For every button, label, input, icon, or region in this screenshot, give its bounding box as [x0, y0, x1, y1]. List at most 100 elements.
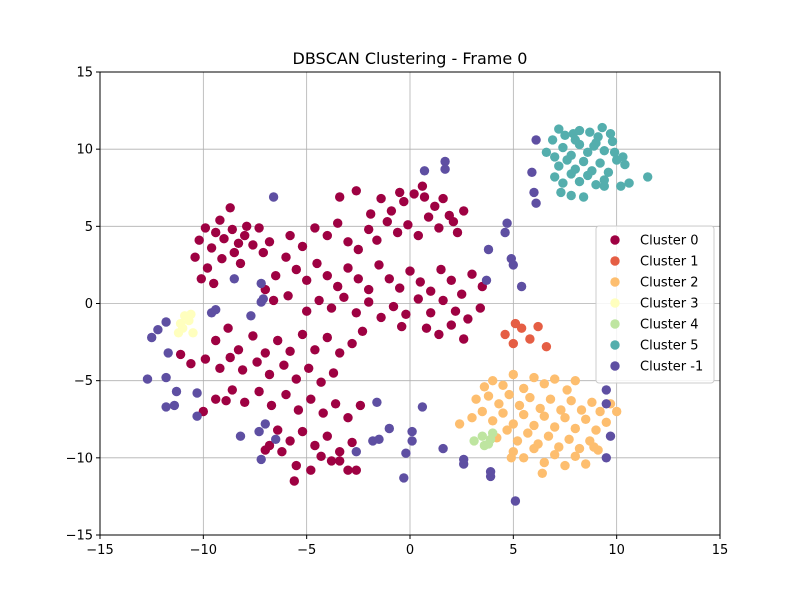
data-point	[215, 363, 225, 373]
data-point	[607, 136, 618, 147]
data-point	[297, 329, 308, 340]
data-point	[372, 235, 382, 245]
data-point	[463, 314, 473, 324]
data-point	[219, 234, 229, 244]
data-point	[502, 218, 512, 228]
legend-box	[595, 225, 715, 384]
data-point	[206, 243, 217, 253]
data-point	[229, 274, 239, 284]
legend-label: Cluster 1	[640, 255, 699, 270]
data-point	[395, 283, 405, 293]
y-axis: −15 −10 −5 0 5 10 15	[66, 66, 100, 544]
data-point	[519, 409, 529, 420]
data-point	[624, 178, 634, 188]
data-point	[426, 286, 436, 296]
data-point	[488, 416, 498, 426]
data-point	[421, 323, 432, 333]
data-point	[163, 348, 173, 358]
x-tick-label: 5	[509, 543, 517, 558]
data-point	[405, 266, 415, 276]
data-point	[498, 408, 508, 418]
data-point	[382, 217, 392, 227]
data-point	[525, 392, 535, 403]
data-point	[328, 368, 339, 378]
legend-label: Cluster -1	[640, 360, 703, 375]
data-point	[347, 338, 357, 349]
data-point	[612, 406, 622, 417]
data-point	[459, 206, 469, 216]
data-point	[591, 180, 601, 190]
data-point	[351, 447, 361, 457]
data-point	[529, 187, 539, 198]
data-point	[510, 496, 521, 506]
data-point	[539, 411, 549, 421]
data-point	[266, 400, 277, 411]
data-point	[409, 189, 419, 199]
data-point	[531, 198, 541, 208]
data-point	[209, 278, 219, 289]
legend-label: Cluster 3	[640, 297, 699, 312]
data-point	[475, 303, 485, 313]
data-point	[609, 147, 620, 157]
data-point	[508, 260, 518, 270]
data-point	[258, 247, 268, 258]
data-point	[310, 345, 320, 355]
data-point	[550, 152, 560, 162]
data-point	[488, 376, 498, 386]
data-point	[264, 440, 275, 451]
data-point	[312, 258, 322, 269]
data-point	[194, 235, 204, 245]
data-point	[438, 193, 448, 204]
data-point	[401, 309, 411, 319]
data-point	[310, 440, 320, 451]
data-point	[229, 247, 239, 258]
data-point	[589, 442, 599, 452]
data-point	[343, 237, 353, 247]
series-2	[454, 369, 622, 478]
data-point	[297, 426, 308, 437]
data-point	[333, 218, 343, 228]
data-point	[539, 379, 549, 389]
data-point	[161, 372, 171, 383]
legend-marker	[610, 277, 620, 287]
data-point	[374, 434, 384, 444]
data-point	[153, 325, 163, 335]
data-point	[330, 399, 341, 409]
data-point	[560, 460, 570, 471]
data-point	[326, 456, 337, 466]
data-point	[260, 419, 270, 429]
data-point	[240, 230, 250, 241]
data-point	[258, 294, 268, 304]
data-point	[403, 220, 413, 230]
data-point	[430, 201, 440, 211]
x-axis: −15 −10 −5 0 5 10 15	[86, 535, 728, 558]
data-point	[508, 369, 518, 380]
data-point	[438, 443, 448, 454]
data-point	[556, 187, 566, 198]
data-point	[459, 459, 469, 469]
data-point	[351, 465, 361, 475]
data-point	[322, 230, 332, 241]
data-point	[279, 360, 289, 370]
data-point	[256, 454, 266, 465]
data-point	[225, 203, 235, 213]
data-point	[175, 349, 186, 360]
data-point	[161, 402, 171, 412]
data-point	[343, 263, 353, 273]
data-point	[574, 125, 585, 136]
data-point	[434, 329, 444, 340]
data-point	[235, 431, 246, 441]
data-point	[322, 271, 332, 281]
data-point	[483, 391, 494, 401]
data-point	[351, 308, 361, 318]
data-point	[467, 269, 477, 279]
data-point	[438, 295, 448, 306]
data-point	[529, 420, 539, 431]
data-point	[516, 323, 527, 333]
data-point	[514, 400, 525, 411]
data-point	[302, 275, 312, 285]
data-point	[374, 260, 384, 270]
data-point	[523, 428, 533, 438]
data-point	[386, 206, 397, 216]
data-point	[211, 335, 221, 346]
